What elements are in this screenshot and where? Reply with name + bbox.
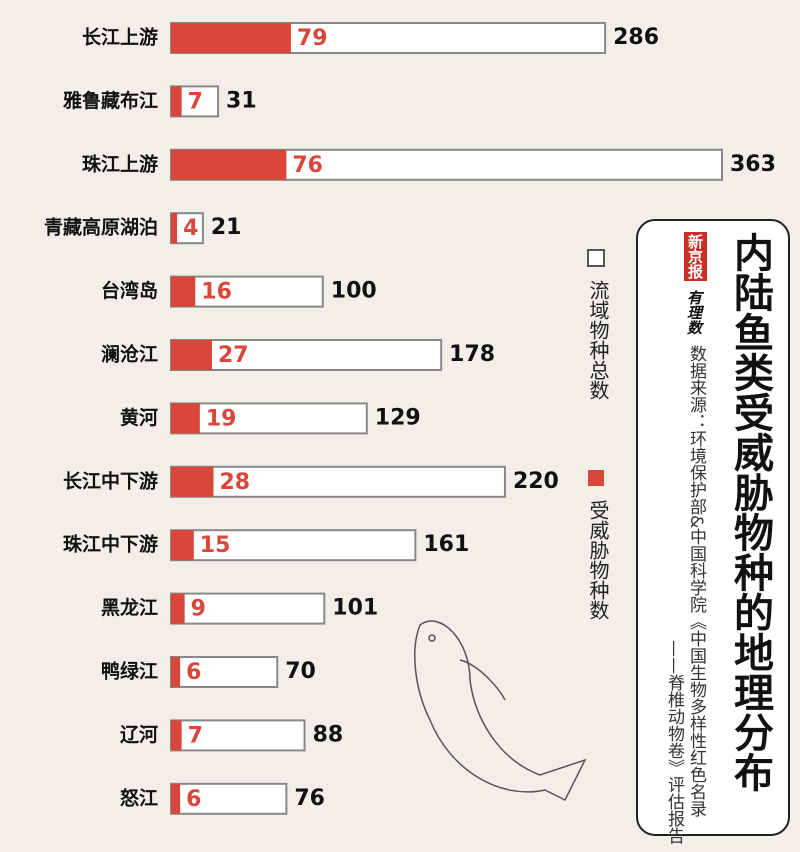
category-label: 珠江上游 (82, 152, 158, 175)
category-label: 黑龙江 (101, 596, 158, 619)
bar (170, 782, 288, 815)
bar (171, 276, 196, 307)
title-box (636, 219, 790, 836)
value-label: 161 (423, 532, 469, 557)
value-label: 16 (201, 280, 232, 305)
bar (171, 340, 212, 370)
value-label: 178 (449, 342, 495, 367)
legend-label: 受威胁物种数 (586, 500, 610, 620)
fish-illustration (414, 620, 587, 802)
value-label: 101 (332, 596, 378, 621)
category-label: 长江上游 (82, 26, 158, 49)
bar (171, 213, 178, 244)
value-label: 15 (200, 533, 231, 558)
value-label: 100 (331, 279, 377, 304)
category-label: 台湾岛 (101, 279, 158, 302)
bar (170, 592, 326, 625)
category-label: 黄河 (120, 406, 158, 429)
value-label: 4 (183, 216, 198, 241)
bar (171, 86, 182, 117)
bar (170, 656, 279, 688)
category-label: 澜沧江 (101, 343, 158, 366)
bar (170, 402, 368, 435)
category-label: 雅鲁藏布江 (63, 89, 158, 112)
value-label: 70 (285, 659, 316, 684)
category-label: 辽河 (120, 724, 158, 746)
value-label: 21 (211, 215, 242, 240)
category-label: 怒江 (120, 786, 158, 809)
value-label: 7 (188, 723, 203, 748)
value-label: 363 (730, 152, 776, 177)
value-label: 286 (613, 25, 659, 50)
value-label: 31 (226, 88, 257, 113)
legend-swatch (588, 470, 604, 486)
value-label: 76 (294, 786, 325, 811)
value-label: 9 (191, 597, 206, 622)
bar (171, 783, 181, 814)
source-line: ——脊椎动物卷》评估报告 (664, 640, 684, 844)
value-label: 19 (206, 406, 237, 431)
value-label: 79 (297, 26, 328, 51)
bar (171, 23, 291, 53)
value-label: 7 (188, 89, 203, 114)
legend-swatch (587, 249, 605, 267)
value-label: 76 (292, 153, 323, 178)
value-label: 220 (513, 469, 559, 494)
bar (171, 466, 214, 497)
column-logo: 有理数 (685, 290, 703, 335)
value-label: 129 (375, 405, 421, 430)
bar (170, 339, 443, 371)
value-label: 27 (218, 343, 249, 368)
category-label: 鸭绿江 (101, 660, 158, 683)
legend-label: 流域物种总数 (586, 280, 610, 400)
bar (171, 530, 194, 561)
bar (170, 719, 306, 752)
bar (171, 403, 200, 434)
value-label: 6 (186, 660, 201, 685)
value-label: 88 (313, 722, 344, 747)
category-label: 青藏高原湖泊 (44, 216, 158, 239)
category-label: 长江中下游 (63, 469, 158, 492)
bar (171, 593, 185, 624)
bar (171, 657, 181, 687)
value-label: 28 (220, 470, 251, 495)
chart-title: 内陆鱼类受威胁物种的地理分布 (727, 232, 773, 792)
bar (171, 149, 287, 180)
publisher-logo: 新京报 (684, 232, 707, 281)
source-line: 数据来源：环境保护部&中国科学院《中国生物多样性红色名录 (686, 345, 706, 818)
bar (171, 720, 182, 751)
category-label: 珠江中下游 (63, 533, 158, 556)
value-label: 6 (186, 787, 201, 812)
